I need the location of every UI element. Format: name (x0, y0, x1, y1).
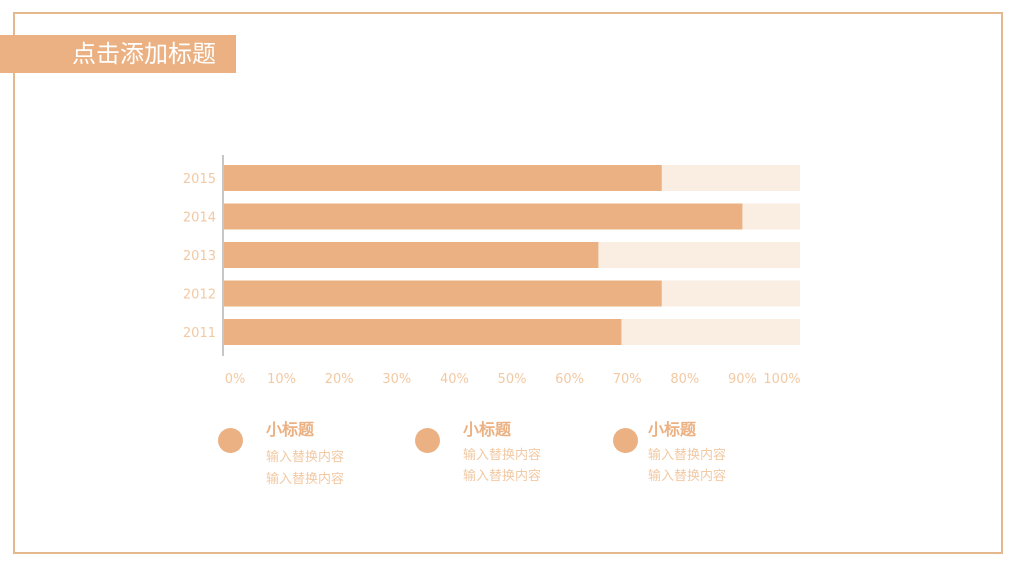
title-bar (0, 35, 236, 73)
x-tick-label: 30% (382, 372, 411, 387)
bar (224, 165, 662, 191)
x-tick-label: 0% (225, 372, 246, 387)
bar (224, 319, 622, 345)
x-tick-label: 70% (613, 372, 642, 387)
bar (224, 280, 662, 307)
x-tick-label: 80% (670, 372, 699, 387)
y-tick-label: 2014 (183, 211, 216, 226)
legend-title: 小标题 (266, 420, 315, 439)
legend-text: 输入替换内容 (648, 448, 727, 463)
y-tick-label: 2012 (183, 288, 216, 303)
bar (224, 203, 743, 230)
y-tick-label: 2015 (183, 172, 216, 187)
x-tick-label: 60% (555, 372, 584, 387)
legend-dot-icon (415, 428, 440, 453)
legend-text: 输入替换内容 (463, 448, 542, 463)
x-tick-label: 10% (267, 372, 296, 387)
x-tick-label: 40% (440, 372, 469, 387)
slide-title: 点击添加标题 (72, 40, 216, 68)
legend-text: 输入替换内容 (463, 469, 542, 484)
x-tick-label: 20% (325, 372, 354, 387)
legend-text: 输入替换内容 (266, 472, 345, 487)
x-tick-label: 90% (728, 372, 757, 387)
legend-title: 小标题 (648, 420, 697, 439)
bar (224, 242, 599, 268)
legend-text: 输入替换内容 (266, 450, 345, 465)
slide-frame (13, 12, 1003, 554)
x-tick-label: 50% (498, 372, 527, 387)
x-tick-label: 100% (763, 372, 800, 387)
legend-dot-icon (613, 428, 638, 453)
legend-dot-icon (218, 428, 243, 453)
y-tick-label: 2013 (183, 249, 216, 264)
legend-text: 输入替换内容 (648, 469, 727, 484)
y-tick-label: 2011 (183, 326, 216, 341)
legend-title: 小标题 (463, 420, 512, 439)
